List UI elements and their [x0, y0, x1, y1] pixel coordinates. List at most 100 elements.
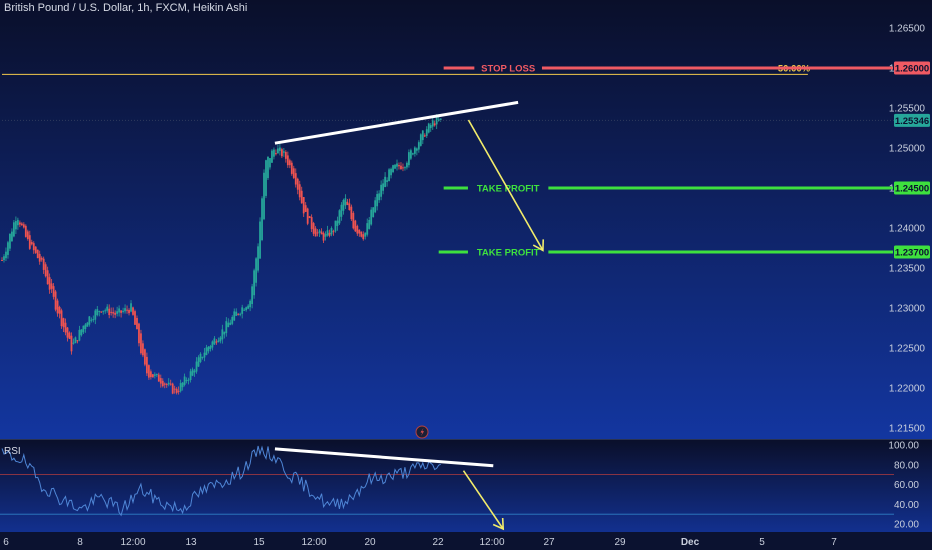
- candle-body[interactable]: [149, 371, 152, 378]
- candle-body[interactable]: [46, 270, 49, 285]
- candle-body[interactable]: [344, 198, 347, 206]
- candle-body[interactable]: [225, 321, 228, 334]
- candle-body[interactable]: [356, 225, 359, 234]
- candle-body[interactable]: [346, 201, 349, 205]
- candle-body[interactable]: [326, 230, 329, 236]
- candle-body[interactable]: [136, 317, 138, 330]
- candle-body[interactable]: [223, 331, 226, 335]
- candle-body[interactable]: [217, 340, 220, 343]
- candle-body[interactable]: [257, 246, 259, 271]
- candle-body[interactable]: [229, 322, 232, 325]
- candle-body[interactable]: [415, 148, 418, 151]
- candle-body[interactable]: [58, 306, 61, 314]
- candle-body[interactable]: [62, 318, 65, 328]
- candle-body[interactable]: [30, 242, 33, 245]
- candle-body[interactable]: [92, 319, 95, 321]
- candle-body[interactable]: [429, 125, 432, 129]
- candle-body[interactable]: [419, 134, 422, 146]
- candle-body[interactable]: [106, 306, 109, 311]
- candle-body[interactable]: [320, 231, 323, 235]
- candle-body[interactable]: [171, 383, 174, 394]
- candle-body[interactable]: [68, 332, 71, 339]
- candle-body[interactable]: [400, 165, 402, 170]
- candle-body[interactable]: [209, 346, 212, 349]
- candle-body[interactable]: [271, 150, 273, 163]
- candle-body[interactable]: [185, 380, 188, 382]
- candle-body[interactable]: [211, 341, 214, 348]
- candle-body[interactable]: [213, 338, 216, 345]
- candle-body[interactable]: [38, 253, 41, 262]
- candle-body[interactable]: [439, 118, 442, 121]
- candle-body[interactable]: [231, 316, 234, 324]
- candle-body[interactable]: [370, 209, 373, 225]
- candle-body[interactable]: [342, 200, 345, 211]
- candle-body[interactable]: [235, 311, 238, 316]
- candle-body[interactable]: [14, 221, 17, 230]
- candle-body[interactable]: [431, 120, 434, 127]
- candle-body[interactable]: [44, 264, 47, 277]
- candle-body[interactable]: [5, 251, 7, 259]
- candle-body[interactable]: [425, 129, 428, 136]
- candle-body[interactable]: [378, 193, 381, 201]
- candle-body[interactable]: [368, 219, 371, 229]
- candle-body[interactable]: [249, 300, 252, 308]
- candle-body[interactable]: [404, 167, 406, 169]
- candle-body[interactable]: [396, 163, 398, 167]
- candle-body[interactable]: [302, 197, 305, 214]
- candle-body[interactable]: [215, 341, 218, 343]
- candle-body[interactable]: [298, 184, 301, 198]
- candle-body[interactable]: [134, 311, 136, 325]
- candle-body[interactable]: [153, 374, 156, 376]
- candle-body[interactable]: [16, 219, 19, 226]
- candle-body[interactable]: [328, 232, 331, 236]
- candle-body[interactable]: [48, 277, 51, 290]
- candle-body[interactable]: [146, 356, 148, 374]
- candle-body[interactable]: [52, 286, 55, 297]
- candle-body[interactable]: [161, 380, 164, 387]
- candle-body[interactable]: [237, 313, 240, 315]
- candle-body[interactable]: [197, 357, 200, 367]
- candle-body[interactable]: [11, 231, 13, 242]
- candle-body[interactable]: [169, 383, 172, 385]
- candle-body[interactable]: [120, 310, 122, 313]
- candle-body[interactable]: [28, 235, 31, 249]
- candle-body[interactable]: [205, 347, 208, 356]
- candle-body[interactable]: [336, 220, 339, 226]
- candle-body[interactable]: [384, 176, 386, 188]
- candle-body[interactable]: [159, 378, 162, 384]
- candle-body[interactable]: [20, 223, 23, 226]
- candle-body[interactable]: [267, 156, 269, 179]
- candle-body[interactable]: [3, 256, 5, 261]
- candle-body[interactable]: [90, 319, 93, 321]
- candle-body[interactable]: [86, 322, 89, 327]
- candle-body[interactable]: [187, 379, 190, 381]
- candle-body[interactable]: [239, 313, 242, 315]
- candle-body[interactable]: [32, 243, 35, 251]
- candle-body[interactable]: [265, 160, 267, 196]
- candle-body[interactable]: [413, 147, 416, 154]
- candle-body[interactable]: [116, 311, 119, 314]
- candle-body[interactable]: [24, 225, 27, 237]
- candle-body[interactable]: [104, 310, 107, 312]
- candle-body[interactable]: [243, 309, 246, 311]
- candle-body[interactable]: [26, 231, 29, 239]
- candle-body[interactable]: [177, 390, 180, 392]
- candle-body[interactable]: [402, 167, 404, 169]
- candle-body[interactable]: [340, 204, 343, 217]
- candle-body[interactable]: [74, 337, 77, 344]
- candle-body[interactable]: [358, 229, 361, 234]
- candle-body[interactable]: [348, 203, 351, 211]
- candle-body[interactable]: [173, 388, 176, 390]
- candle-body[interactable]: [66, 327, 69, 338]
- candle-body[interactable]: [300, 190, 303, 204]
- candle-body[interactable]: [108, 308, 111, 316]
- candle-body[interactable]: [167, 382, 170, 385]
- candle-body[interactable]: [138, 323, 140, 344]
- candle-body[interactable]: [82, 325, 85, 333]
- candle-body[interactable]: [312, 223, 315, 234]
- candle-body[interactable]: [122, 310, 124, 312]
- candle-body[interactable]: [273, 149, 275, 157]
- candle-body[interactable]: [318, 230, 321, 233]
- candle-body[interactable]: [207, 346, 210, 352]
- candle-body[interactable]: [280, 149, 283, 157]
